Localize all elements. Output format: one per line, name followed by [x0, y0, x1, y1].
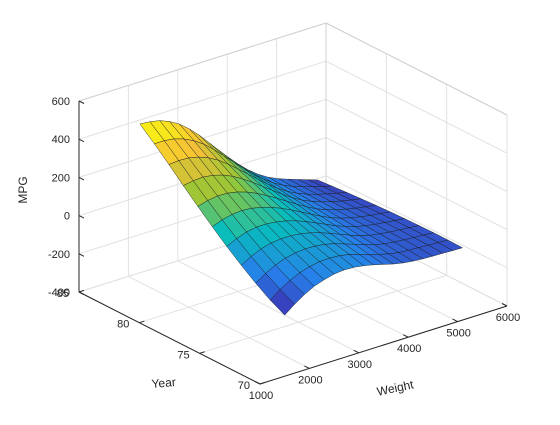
- y-axis-label: Year: [151, 375, 176, 391]
- box-edge: [325, 22, 508, 116]
- y-tick: [259, 381, 266, 385]
- axis-layer: 10002000300040005000600070758085-400-200…: [48, 96, 520, 402]
- grid-line: [325, 60, 508, 154]
- x-tick: [501, 303, 508, 307]
- z-tick-label: 400: [52, 134, 70, 146]
- x-tick-label: 1000: [249, 390, 273, 402]
- x-tick-label: 3000: [348, 359, 372, 371]
- x-tick-label: 2000: [298, 374, 322, 386]
- z-tick: [78, 138, 85, 143]
- grid-line: [128, 275, 310, 369]
- x-axis-line: [259, 305, 508, 385]
- x-tick: [304, 365, 310, 369]
- x-tick-label: 5000: [446, 328, 470, 340]
- grid-line: [199, 274, 447, 354]
- grid-line: [325, 137, 508, 231]
- z-tick: [78, 100, 85, 104]
- grid-line: [325, 98, 508, 192]
- grid-line: [177, 260, 360, 354]
- surface-patch: [269, 288, 295, 316]
- box-edge: [78, 22, 327, 102]
- z-tick: [78, 176, 85, 181]
- y-tick: [199, 351, 205, 354]
- x-axis-label: Weight: [376, 377, 416, 399]
- z-axis-label: MPG: [16, 176, 30, 203]
- z-tick: [78, 291, 85, 295]
- y-tick-label: 75: [177, 349, 189, 361]
- y-tick-label: 80: [117, 319, 129, 331]
- x-tick: [402, 334, 409, 338]
- x-tick: [254, 381, 261, 385]
- x-tick-label: 6000: [496, 312, 520, 324]
- x-tick: [353, 349, 360, 354]
- y-tick-label: 85: [57, 288, 69, 300]
- z-tick: [78, 215, 85, 219]
- y-tick: [139, 320, 145, 324]
- surface-layer: [139, 120, 464, 316]
- z-tick: [78, 253, 85, 257]
- y-tick: [78, 289, 85, 293]
- z-tick-label: 200: [52, 172, 70, 184]
- z-tick-label: -200: [48, 249, 70, 261]
- z-tick-label: 0: [64, 211, 70, 223]
- grid-line: [325, 175, 508, 269]
- x-tick-label: 4000: [397, 343, 421, 355]
- z-tick-label: -400: [48, 287, 70, 299]
- grid-line: [78, 60, 327, 140]
- x-tick: [452, 318, 458, 323]
- y-axis-line: [78, 291, 261, 385]
- y-tick-label: 70: [238, 380, 250, 392]
- z-tick-label: 600: [52, 96, 70, 108]
